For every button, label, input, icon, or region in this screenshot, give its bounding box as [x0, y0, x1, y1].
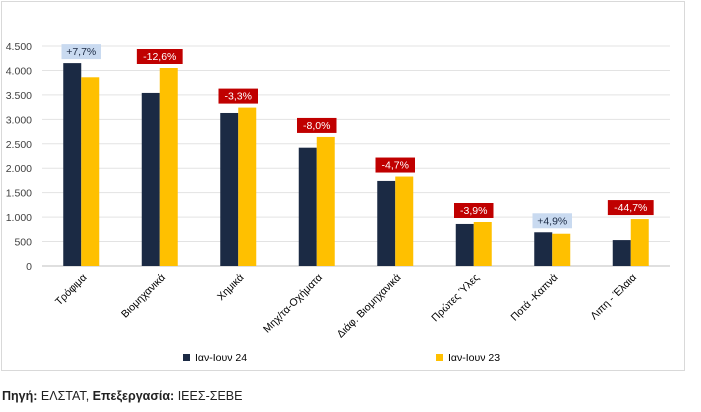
- change-labels: +7,7% -12,6% -3,3% -8,0% -4,7% -3,9% +4,9% -44,…: [61, 44, 654, 229]
- legend-label: Ιαν-Ιουν 23: [448, 352, 500, 364]
- bar-ian-ioun-23: [238, 107, 257, 266]
- bars: [63, 63, 649, 267]
- x-tick-label: Πρώτες Ύλες: [429, 272, 482, 325]
- change-label: +7,7%: [66, 46, 96, 58]
- change-label-box: [61, 44, 101, 60]
- change-label-box: [297, 117, 337, 133]
- bar-ian-ioun-24: [455, 223, 474, 266]
- x-tick-label: Διάφ. Βιομηχανικά: [335, 272, 404, 341]
- bar-ian-ioun-23: [159, 68, 178, 266]
- bar-ian-ioun-23: [630, 219, 649, 266]
- processing-value: ΙΕΕΣ-ΣΕΒΕ: [174, 389, 243, 403]
- x-tick-label: Ποτά -Καπνά: [509, 272, 561, 324]
- change-label-box: [375, 157, 415, 173]
- bar-ian-ioun-24: [377, 180, 396, 266]
- y-tick-label: 0: [26, 261, 32, 273]
- x-axis-ticks: Τρόφιμα Βιομηχανικά Χημικά Μηχ/τα-Οχήματα Δι…: [53, 272, 639, 341]
- bar-ian-ioun-24: [298, 147, 317, 266]
- legend: Ιαν-Ιουν 24 Ιαν-Ιουν 23: [183, 352, 500, 364]
- bar-ian-ioun-24: [534, 232, 553, 266]
- legend-label: Ιαν-Ιουν 24: [195, 352, 247, 364]
- change-label-box: [454, 203, 494, 218]
- x-tick-label: Μηχ/τα-Οχήματα: [261, 272, 325, 336]
- y-tick-label: 3.500: [6, 90, 32, 102]
- bar-ian-ioun-23: [473, 222, 492, 266]
- y-tick-label: 3.000: [6, 114, 32, 126]
- bar-ian-ioun-24: [141, 92, 160, 266]
- x-tick-label: Βιομηχανικά: [119, 272, 168, 321]
- change-label-box: [136, 49, 183, 64]
- bar-ian-ioun-23: [81, 77, 100, 267]
- processing-label: Επεξεργασία:: [92, 389, 175, 403]
- y-tick-label: 4.500: [6, 41, 32, 53]
- change-label-box: [607, 200, 654, 216]
- change-label: -12,6%: [143, 51, 176, 63]
- bar-ian-ioun-24: [612, 240, 631, 266]
- y-tick-label: 4.000: [6, 65, 32, 77]
- source-value: ΕΛΣΤΑΤ,: [37, 389, 93, 403]
- legend-swatch: [183, 354, 190, 361]
- change-label-box: [532, 213, 572, 229]
- y-tick-label: 1.000: [6, 212, 32, 224]
- bar-ian-ioun-24: [220, 112, 239, 266]
- y-tick-label: 2.500: [6, 139, 32, 151]
- y-tick-label: 2.000: [6, 163, 32, 175]
- change-label: -8,0%: [303, 120, 330, 132]
- x-tick-label: Λιπη - Έλαια: [588, 272, 639, 323]
- x-tick-label: Τρόφιμα: [53, 272, 89, 308]
- y-tick-label: 1.500: [6, 188, 32, 200]
- y-axis-ticks: 0 500 1.000 1.500 2.000 2.500 3.000 3.500 4.000 4…: [6, 41, 32, 273]
- gridlines: [42, 45, 670, 267]
- bar-ian-ioun-23: [552, 233, 571, 266]
- change-label: -44,7%: [614, 202, 647, 214]
- y-tick-label: 500: [14, 237, 32, 249]
- change-label: +4,9%: [537, 215, 567, 227]
- bar-ian-ioun-24: [63, 63, 82, 266]
- x-tick-label: Χημικά: [215, 272, 246, 303]
- chart-frame: [1, 1, 685, 371]
- change-label: -3,3%: [225, 91, 252, 103]
- change-label: -4,7%: [382, 160, 409, 172]
- source-label: Πηγή:: [2, 389, 38, 403]
- change-label: -3,9%: [460, 205, 487, 217]
- bar-ian-ioun-23: [395, 176, 414, 266]
- source-caption: Πηγή: ΕΛΣΤΑΤ, Επεξεργασία: ΙΕΕΣ-ΣΕΒΕ: [2, 389, 242, 403]
- bar-ian-ioun-23: [316, 136, 335, 266]
- change-label-box: [218, 88, 258, 104]
- legend-swatch: [436, 354, 443, 361]
